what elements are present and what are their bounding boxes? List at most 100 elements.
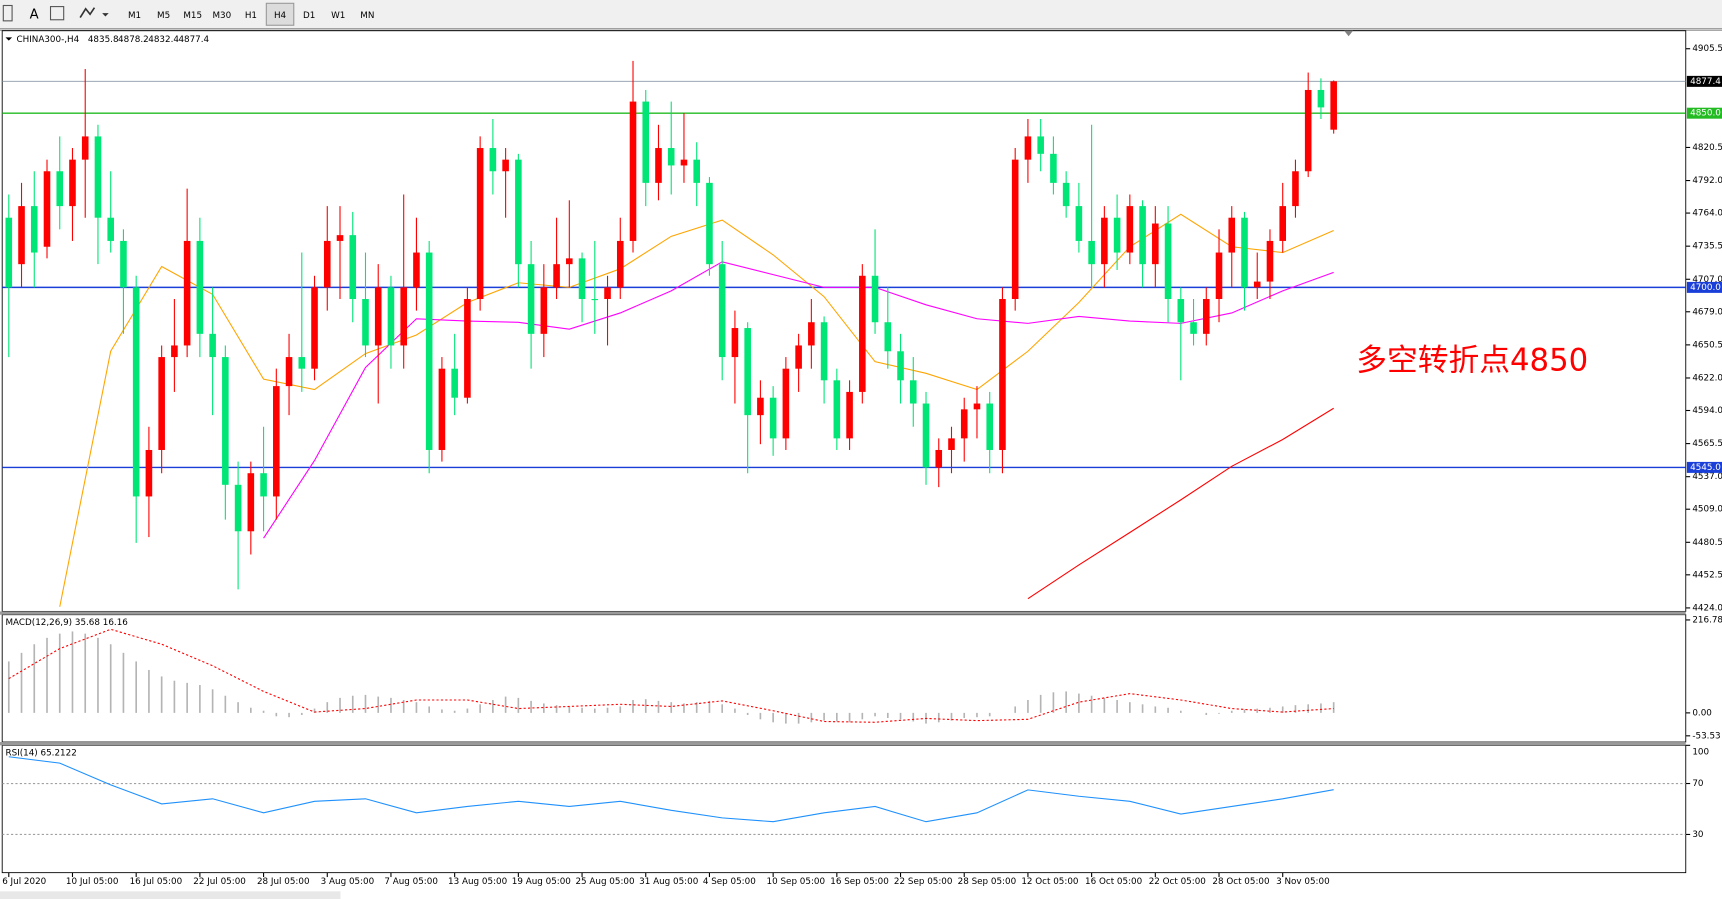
- timeframe-label[interactable]: MN: [360, 11, 374, 21]
- candle-body: [260, 473, 267, 497]
- timeframe-label[interactable]: M1: [128, 11, 141, 21]
- timeframe-button[interactable]: [324, 3, 352, 26]
- candle-body: [362, 299, 369, 346]
- timeframe-button[interactable]: [179, 3, 207, 26]
- candle-body: [515, 159, 522, 265]
- crosshair-icon[interactable]: [2, 4, 13, 22]
- y-tick-label: 4565.5: [1692, 439, 1722, 449]
- y-tick-label: -53.53: [1692, 731, 1720, 741]
- level-price-label: 4850.0: [1690, 109, 1721, 119]
- x-tick-label: 12 Oct 05:00: [1021, 877, 1078, 887]
- candle-body: [897, 351, 904, 381]
- y-tick-label: 4622.0: [1692, 373, 1722, 383]
- candle-body: [833, 380, 841, 439]
- y-tick-label: 4452.5: [1692, 570, 1722, 580]
- candle-body: [1152, 223, 1159, 265]
- rsi-panel: [1, 744, 1687, 874]
- timeframe-label[interactable]: M15: [183, 11, 202, 21]
- candle-body: [158, 357, 165, 450]
- candle-body: [808, 322, 815, 346]
- timeframe-label[interactable]: M5: [157, 11, 170, 21]
- candle-body: [629, 101, 637, 241]
- dropdown-icon[interactable]: [102, 13, 109, 17]
- candle-body: [706, 182, 713, 265]
- timeframe-label[interactable]: D1: [303, 11, 315, 21]
- y-tick-label: 4594.0: [1692, 406, 1722, 416]
- candle-body: [909, 380, 917, 404]
- timeframe-button[interactable]: [353, 3, 382, 26]
- candle-body: [1075, 206, 1083, 241]
- last-price-box: [1686, 75, 1722, 87]
- candle-body: [859, 275, 866, 392]
- timeframe-button[interactable]: [120, 3, 149, 26]
- candle-body: [667, 148, 675, 166]
- candle-body: [502, 159, 509, 172]
- tab-bar: [0, 891, 341, 899]
- candle-body: [604, 287, 611, 300]
- candle-body: [999, 299, 1006, 450]
- shift-marker: [1344, 30, 1353, 37]
- arrow-tool[interactable]: [79, 7, 96, 18]
- x-tick-label: 3 Nov 05:00: [1276, 877, 1330, 887]
- candle-body: [973, 403, 981, 410]
- x-tick-label: 3 Aug 05:00: [321, 877, 375, 887]
- moving-average: [59, 213, 1334, 607]
- candle-body: [1126, 206, 1134, 253]
- candle-body: [56, 171, 64, 207]
- candle-body: [234, 484, 242, 532]
- main-panel: [1, 30, 1687, 612]
- candle-body: [693, 159, 701, 183]
- candle-body: [527, 264, 535, 334]
- timeframe-label[interactable]: M30: [212, 11, 231, 21]
- panel-separator: [0, 742, 1686, 746]
- candle-body: [1253, 281, 1261, 288]
- y-tick-label: 4905.5: [1692, 44, 1722, 54]
- symbol-header: CHINA300-,H4: [16, 35, 79, 45]
- level-price-label: 4545.0: [1690, 463, 1721, 473]
- candle-body: [1330, 81, 1337, 130]
- candle-body: [374, 287, 382, 346]
- frame: [0, 29, 1722, 31]
- timeframe-button[interactable]: [265, 2, 295, 26]
- timeframe-label[interactable]: W1: [331, 11, 345, 21]
- ohlc-value: 4878.2: [118, 35, 149, 45]
- candle-body: [145, 449, 153, 497]
- timeframe-button[interactable]: [149, 3, 178, 26]
- candle-body: [986, 403, 994, 450]
- candle-body: [400, 287, 407, 346]
- candle-body: [209, 333, 216, 358]
- ohlc-value: 4877.4: [178, 35, 209, 45]
- timeframe-label[interactable]: H1: [245, 11, 257, 21]
- candle-body: [489, 148, 497, 172]
- candle-body: [222, 357, 229, 485]
- candle-body: [247, 473, 255, 532]
- timeframe-label[interactable]: H4: [274, 11, 287, 21]
- candle-body: [1304, 89, 1312, 172]
- candle-body: [731, 328, 739, 358]
- ohlc-value: 4832.4: [148, 35, 179, 45]
- candle-body: [922, 403, 930, 468]
- label-tool[interactable]: [49, 6, 65, 21]
- candle-body: [782, 368, 790, 439]
- x-tick-label: 22 Sep 05:00: [894, 877, 953, 887]
- candle-body: [476, 148, 484, 300]
- timeframe-button[interactable]: [208, 3, 236, 26]
- y-tick-label: 4424.0: [1692, 603, 1722, 613]
- x-tick-label: 28 Sep 05:00: [958, 877, 1017, 887]
- candle-body: [935, 449, 943, 468]
- timeframe-button[interactable]: [237, 3, 265, 26]
- candle-body: [438, 368, 446, 450]
- candle-body: [757, 397, 764, 416]
- y-tick-label: 4735.5: [1692, 242, 1722, 252]
- candle-body: [540, 287, 548, 334]
- candle-body: [43, 171, 51, 247]
- candle-body: [413, 252, 420, 288]
- candle-body: [769, 397, 777, 439]
- text-tool[interactable]: A: [30, 7, 39, 22]
- timeframe-button[interactable]: [295, 3, 323, 26]
- candle-body: [1202, 299, 1210, 334]
- x-tick-label: 10 Sep 05:00: [767, 877, 826, 887]
- level-price-box: [1686, 281, 1722, 293]
- y-tick-label: 4509.0: [1692, 505, 1722, 515]
